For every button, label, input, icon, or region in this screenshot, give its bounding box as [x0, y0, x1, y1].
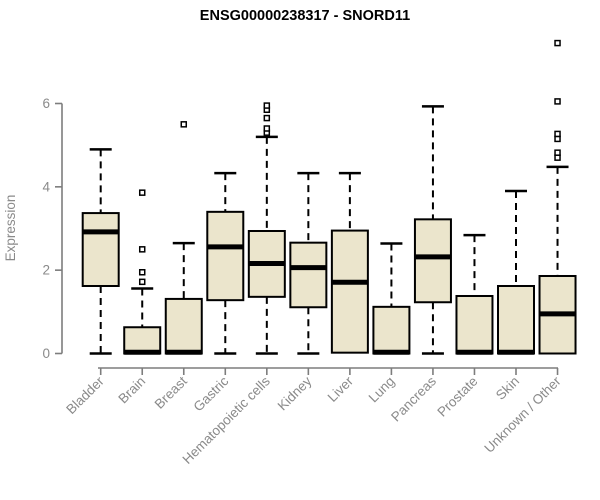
y-tick-label: 6 [42, 96, 50, 111]
box-prostate [455, 233, 494, 355]
iqr-box [413, 218, 452, 304]
box-gastric [206, 171, 245, 355]
x-category-label-brain: Brain [115, 374, 148, 407]
outlier-point [263, 102, 271, 109]
iqr-box [455, 294, 494, 355]
iqr-box [81, 212, 120, 287]
box-bladder [81, 148, 120, 355]
iqr-box [164, 297, 203, 355]
iqr-box [123, 326, 162, 355]
x-category-label-liver: Liver [325, 373, 357, 405]
box-breast [164, 121, 203, 355]
box-lung [372, 242, 411, 355]
y-tick-label: 4 [42, 179, 50, 194]
box-kidney [289, 171, 328, 355]
iqr-box [497, 284, 535, 355]
chart-title: ENSG00000238317 - SNORD11 [199, 8, 411, 24]
box-unknown-other [538, 39, 577, 355]
y-tick-label: 0 [42, 346, 50, 361]
outlier-point [554, 149, 561, 156]
x-category-label-kidney: Kidney [275, 373, 315, 413]
outlier-point [138, 278, 146, 286]
y-axis: 0 2 4 6 Expression [3, 96, 63, 361]
x-category-label-bladder: Bladder [63, 373, 107, 417]
outlier-point [554, 39, 561, 47]
x-category-label-skin: Skin [493, 374, 522, 403]
outlier-point [554, 98, 561, 105]
outlier-point [263, 114, 271, 122]
outlier-point [554, 130, 561, 138]
box-skin [497, 189, 535, 355]
x-category-label-unknown-other: Unknown / Other [481, 373, 564, 456]
box-brain [123, 189, 162, 355]
outlier-point [138, 189, 146, 196]
outlier-point [138, 246, 146, 253]
outlier-point [554, 135, 561, 143]
y-tick-label: 2 [42, 263, 50, 278]
x-category-label-pancreas: Pancreas [388, 373, 439, 424]
outlier-point [180, 121, 188, 128]
outlier-point [554, 154, 561, 161]
x-category-label-gastric: Gastric [191, 373, 232, 414]
iqr-box [372, 305, 411, 355]
iqr-box [330, 229, 369, 354]
iqr-box [289, 241, 328, 309]
box-pancreas [413, 105, 452, 355]
x-category-label-breast: Breast [152, 373, 190, 411]
iqr-box [206, 210, 245, 302]
box-liver [330, 171, 369, 354]
x-category-label-lung: Lung [366, 374, 398, 406]
box-hematopoietic-cells [247, 102, 286, 355]
outlier-point [138, 268, 146, 276]
outlier-point [263, 125, 271, 132]
x-category-label-prostate: Prostate [434, 374, 480, 420]
y-axis-label: Expression [3, 195, 18, 262]
